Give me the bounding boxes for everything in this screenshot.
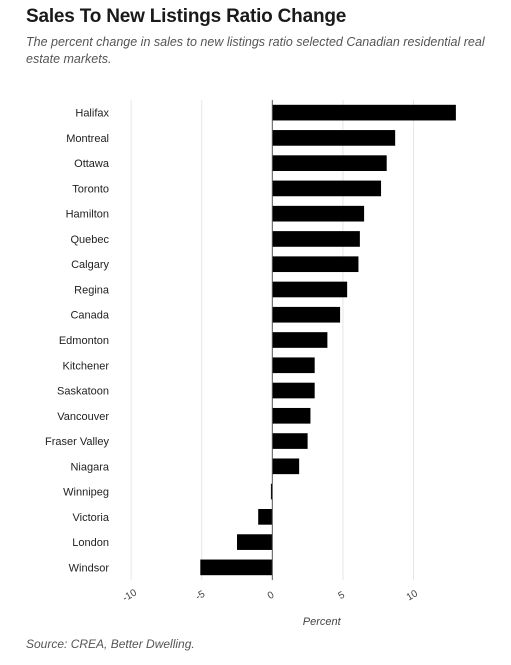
bar bbox=[272, 155, 387, 171]
bar bbox=[258, 509, 273, 525]
x-tick-label: 5 bbox=[337, 589, 348, 602]
category-label: Ottawa bbox=[74, 158, 110, 170]
bar bbox=[272, 433, 308, 449]
category-label: Kitchener bbox=[63, 360, 110, 372]
bar bbox=[272, 104, 456, 121]
x-axis-title: Percent bbox=[303, 616, 342, 628]
category-label: Toronto bbox=[72, 183, 109, 195]
bar bbox=[237, 534, 273, 550]
x-tick-label: 0 bbox=[266, 589, 277, 602]
bar bbox=[270, 483, 273, 500]
bar bbox=[272, 407, 311, 424]
category-label: Quebec bbox=[70, 234, 109, 246]
category-label: Edmonton bbox=[59, 335, 109, 347]
source-note: Source: CREA, Better Dwelling. bbox=[26, 637, 195, 651]
x-tick-label: 10 bbox=[405, 588, 421, 603]
bar bbox=[272, 357, 315, 374]
category-label: Calgary bbox=[71, 259, 109, 271]
bar bbox=[272, 332, 328, 348]
category-label: Winnipeg bbox=[63, 487, 109, 499]
category-label: Canada bbox=[70, 310, 109, 322]
bar bbox=[272, 205, 365, 222]
bar bbox=[272, 306, 341, 323]
category-label: Niagara bbox=[70, 461, 109, 473]
category-label: Windsor bbox=[69, 562, 110, 574]
category-label: Vancouver bbox=[57, 411, 109, 423]
bar bbox=[272, 231, 360, 247]
x-tick-label: -10 bbox=[121, 587, 139, 604]
bar bbox=[272, 458, 300, 475]
category-label: Hamilton bbox=[66, 209, 109, 221]
category-label: Victoria bbox=[73, 512, 110, 524]
chart-subtitle: The percent change in sales to new listi… bbox=[26, 35, 485, 66]
bar bbox=[272, 281, 348, 298]
chart-title: Sales To New Listings Ratio Change bbox=[26, 6, 347, 27]
bar bbox=[200, 559, 273, 576]
bar bbox=[272, 130, 396, 146]
category-label: Halifax bbox=[75, 108, 109, 120]
category-label: Montreal bbox=[66, 133, 109, 145]
category-label: London bbox=[72, 537, 109, 549]
category-label: Regina bbox=[74, 284, 110, 296]
category-label: Saskatoon bbox=[57, 386, 109, 398]
category-label: Fraser Valley bbox=[45, 436, 109, 448]
x-tick-label: -5 bbox=[194, 589, 208, 603]
bar bbox=[272, 256, 359, 273]
bar bbox=[272, 180, 382, 197]
bar bbox=[272, 382, 315, 399]
